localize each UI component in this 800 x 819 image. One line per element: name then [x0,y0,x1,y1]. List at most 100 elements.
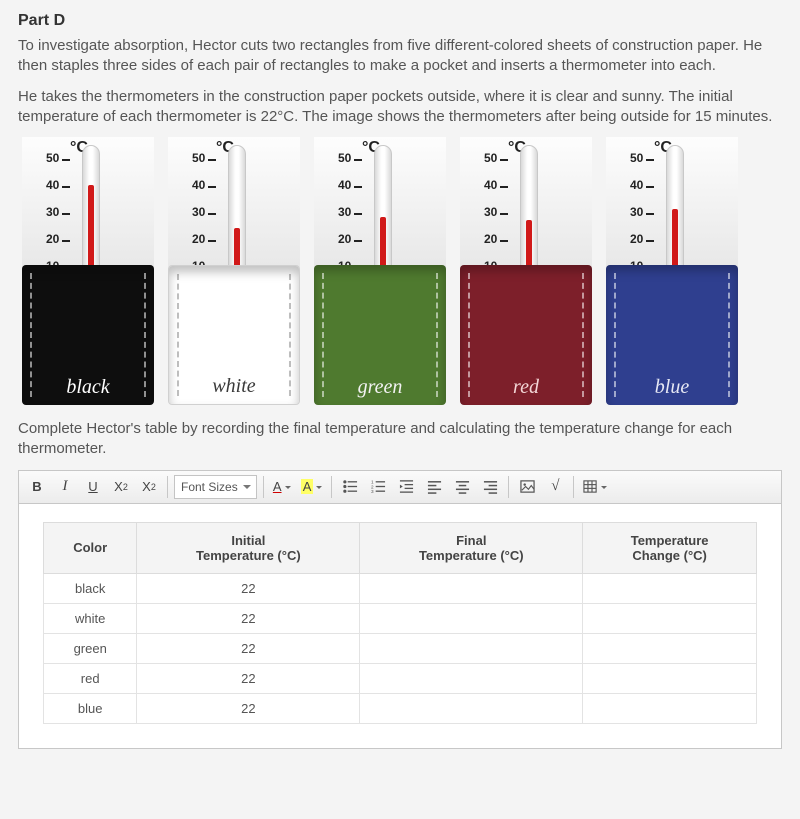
indent-button[interactable] [392,474,420,500]
tick-label: 20 [484,232,497,246]
font-size-select[interactable]: Font Sizes [174,475,257,499]
table-row: blue22 [44,693,757,723]
align-center-icon [455,479,470,494]
tick-label: 40 [630,178,643,192]
cell-initial: 22 [137,603,360,633]
mercury-column [380,217,386,266]
pocket-label: red [460,376,592,399]
cell-color: white [44,603,137,633]
cell-final[interactable] [360,663,583,693]
tick-label: 20 [46,232,59,246]
thermometer-figure: °C5040302010black°C5040302010white°C5040… [18,137,782,405]
insert-image-button[interactable] [513,474,541,500]
cell-initial: 22 [137,693,360,723]
part-label: Part D [18,12,782,30]
highlight-color-button[interactable]: A [296,474,328,500]
italic-button[interactable]: I [51,474,79,500]
numbered-list-button[interactable]: 123 [364,474,392,500]
align-right-button[interactable] [476,474,504,500]
subscript-mark: 2 [151,482,156,492]
text-color-button[interactable]: A [268,474,296,500]
pocket-green: green [314,265,446,405]
svg-text:3: 3 [371,489,374,494]
bullet-list-button[interactable] [336,474,364,500]
pocket-red: red [460,265,592,405]
numbered-list-icon: 123 [371,479,386,494]
cell-final[interactable] [360,603,583,633]
toolbar-separator [573,476,574,498]
tick-label: 40 [484,178,497,192]
col-temp-change: TemperatureChange (°C) [583,522,757,573]
superscript-mark: 2 [123,482,128,492]
cell-initial: 22 [137,663,360,693]
col-color: Color [44,522,137,573]
pocket-black: black [22,265,154,405]
thermometer-white: °C5040302010white [168,137,300,405]
font-size-label: Font Sizes [181,480,238,494]
bullet-list-icon [343,479,358,494]
thermometer-black: °C5040302010black [22,137,154,405]
mercury-column [234,228,240,266]
tick-label: 40 [192,178,205,192]
indent-icon [399,479,414,494]
tick-label: 50 [338,151,351,165]
cell-color: green [44,633,137,663]
subscript-base: X [142,479,151,494]
pocket-label: blue [606,376,738,399]
align-center-button[interactable] [448,474,476,500]
tick-label: 20 [338,232,351,246]
tick-label: 50 [630,151,643,165]
table-row: black22 [44,573,757,603]
tick-label: 20 [192,232,205,246]
data-table: Color InitialTemperature (°C) FinalTempe… [43,522,757,724]
toolbar-separator [167,476,168,498]
tick-label: 30 [338,205,351,219]
question-panel: Part D To investigate absorption, Hector… [0,0,800,767]
cell-change[interactable] [583,663,757,693]
tick-label: 30 [484,205,497,219]
cell-change[interactable] [583,573,757,603]
cell-change[interactable] [583,693,757,723]
underline-button[interactable]: U [79,474,107,500]
cell-color: black [44,573,137,603]
tick-label: 20 [630,232,643,246]
equation-button[interactable]: √ [541,474,569,500]
align-left-button[interactable] [420,474,448,500]
editor-body[interactable]: Color InitialTemperature (°C) FinalTempe… [19,504,781,748]
cell-change[interactable] [583,633,757,663]
thermometer-red: °C5040302010red [460,137,592,405]
table-body: black22white22green22red22blue22 [44,573,757,723]
cell-color: red [44,663,137,693]
cell-final[interactable] [360,693,583,723]
tick-label: 50 [192,151,205,165]
highlight-letter: A [301,479,314,494]
cell-initial: 22 [137,573,360,603]
superscript-button[interactable]: X2 [107,474,135,500]
pocket-label: white [169,375,299,398]
paragraph-1: To investigate absorption, Hector cuts t… [18,36,782,77]
cell-final[interactable] [360,573,583,603]
bold-button[interactable]: B [23,474,51,500]
superscript-base: X [114,479,123,494]
pocket-label: green [314,376,446,399]
insert-table-button[interactable] [578,474,612,500]
cell-final[interactable] [360,633,583,663]
cell-color: blue [44,693,137,723]
paragraph-2: He takes the thermometers in the constru… [18,87,782,128]
toolbar-separator [508,476,509,498]
tick-label: 30 [630,205,643,219]
align-right-icon [483,479,498,494]
table-row: green22 [44,633,757,663]
align-left-icon [427,479,442,494]
toolbar-separator [263,476,264,498]
tick-label: 50 [484,151,497,165]
tick-label: 40 [46,178,59,192]
cell-initial: 22 [137,633,360,663]
subscript-button[interactable]: X2 [135,474,163,500]
col-initial-temp: InitialTemperature (°C) [137,522,360,573]
cell-change[interactable] [583,603,757,633]
editor-toolbar: B I U X2 X2 Font Sizes A A 123 [19,471,781,504]
table-icon [583,479,598,494]
rich-text-editor: B I U X2 X2 Font Sizes A A 123 [18,470,782,749]
mercury-column [526,220,532,266]
